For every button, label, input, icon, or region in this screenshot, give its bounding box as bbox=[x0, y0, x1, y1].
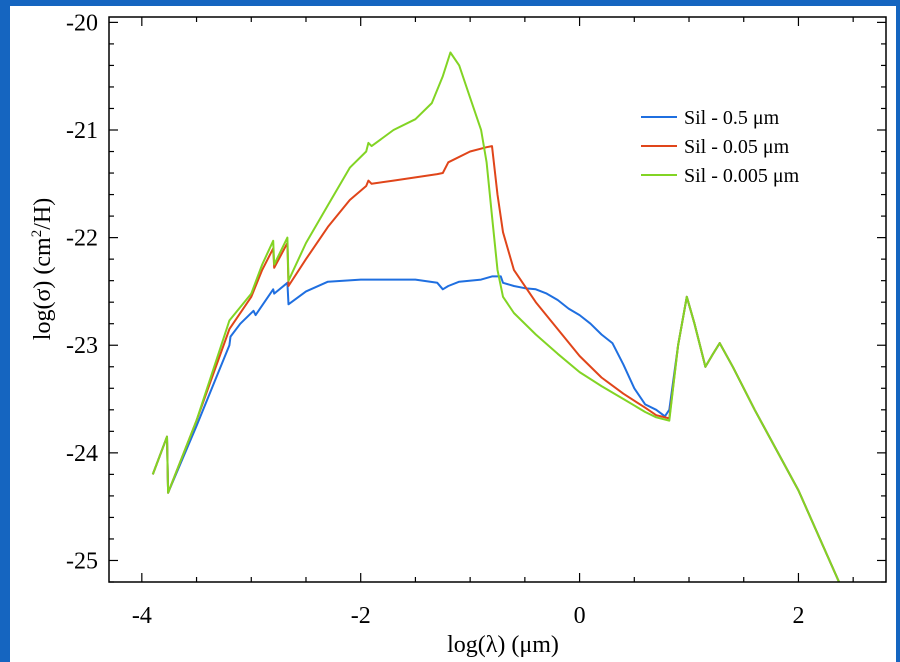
axis-ticks bbox=[109, 17, 886, 583]
series-line-3 bbox=[151, 51, 841, 582]
chart-svg: -4 -2 0 2-20-21-22-23-24-25 log(λ) (μm) log… bbox=[29, 10, 887, 658]
plot-lines bbox=[151, 51, 841, 582]
legend-label-1: Sil - 0.5 μm bbox=[684, 107, 780, 129]
legend-label-3: Sil - 0.005 μm bbox=[684, 165, 800, 187]
series-line-1 bbox=[151, 275, 841, 582]
y-axis-title-suffix: /H) bbox=[30, 198, 56, 230]
x-tick-label: -4 bbox=[132, 603, 152, 629]
y-tick-label: -25 bbox=[66, 548, 98, 574]
legend: Sil - 0.5 μm Sil - 0.05 μm Sil - 0.005 μm bbox=[641, 107, 800, 187]
y-axis-title: log(σ) (cm2/H) bbox=[29, 198, 56, 340]
legend-label-2: Sil - 0.05 μm bbox=[684, 136, 790, 158]
x-tick-label: 0 bbox=[574, 603, 586, 629]
y-tick-label: -20 bbox=[66, 10, 98, 36]
chart-frame: -4 -2 0 2 -20 -21 -22 -23 -24 -25 log(λ) (μm) log… bbox=[10, 6, 896, 662]
y-tick-label: -22 bbox=[66, 226, 98, 252]
y-axis-title-prefix: log(σ) (cm bbox=[30, 237, 56, 340]
x-tick-label: 2 bbox=[792, 603, 804, 629]
y-axis-title-sup: 2 bbox=[29, 230, 45, 238]
y-tick-label: -24 bbox=[66, 441, 98, 467]
axis-tick-labels: -4 -2 0 2-20-21-22-23-24-25 bbox=[66, 10, 804, 629]
y-tick-label: -23 bbox=[66, 333, 98, 359]
series-line-2 bbox=[151, 145, 841, 582]
y-tick-label: -21 bbox=[66, 118, 98, 144]
x-axis-title: log(λ) (μm) bbox=[447, 632, 559, 658]
x-tick-label: -2 bbox=[351, 603, 371, 629]
plot-border bbox=[108, 16, 887, 583]
